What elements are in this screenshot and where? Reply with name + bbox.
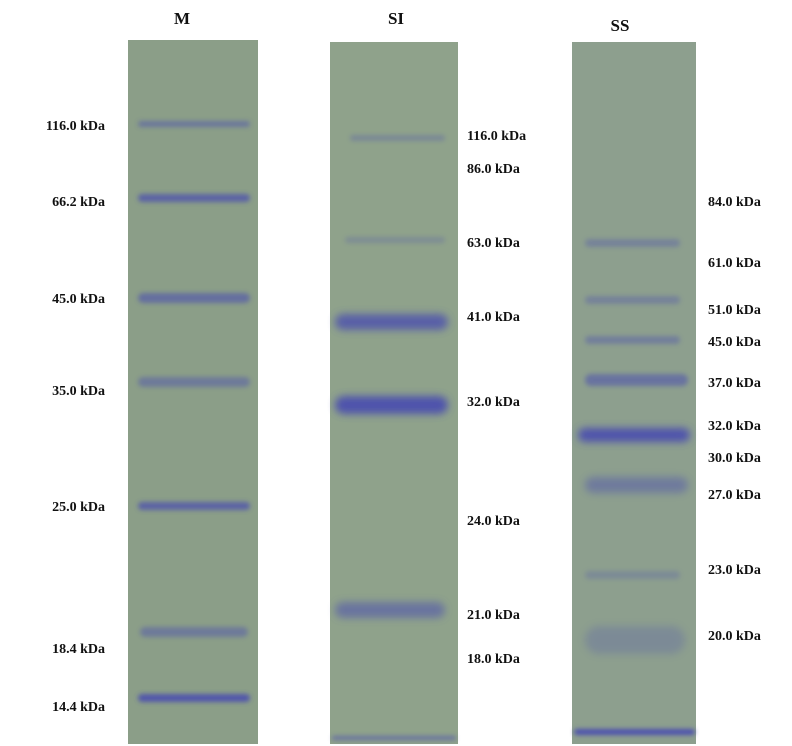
protein-band [138, 194, 250, 202]
protein-band [138, 121, 250, 127]
gel-figure: M 116.0 kDa 66.2 kDa 45.0 kDa 35.0 kDa 25.0 k… [0, 0, 792, 746]
band-label: 84.0 kDa [708, 195, 761, 210]
protein-band [350, 135, 445, 141]
band-label: 35.0 kDa [52, 384, 105, 399]
protein-band [140, 627, 248, 637]
band-label: 63.0 kDa [467, 236, 520, 251]
band-label: 41.0 kDa [467, 310, 520, 325]
protein-band [138, 502, 250, 510]
band-label: 18.4 kDa [52, 642, 105, 657]
band-label: 66.2 kDa [52, 195, 105, 210]
band-label: 45.0 kDa [52, 292, 105, 307]
band-label: 61.0 kDa [708, 256, 761, 271]
band-label: 24.0 kDa [467, 514, 520, 529]
protein-band [138, 293, 250, 303]
protein-band [585, 374, 688, 386]
band-label: 21.0 kDa [467, 608, 520, 623]
protein-band [585, 571, 680, 579]
band-label: 116.0 kDa [46, 119, 105, 134]
protein-band [138, 377, 250, 387]
band-label: 116.0 kDa [467, 129, 526, 144]
protein-band [585, 296, 680, 304]
band-label: 32.0 kDa [467, 395, 520, 410]
protein-band [585, 239, 680, 247]
band-label: 20.0 kDa [708, 629, 761, 644]
band-label: 45.0 kDa [708, 335, 761, 350]
band-label: 86.0 kDa [467, 162, 520, 177]
band-label: 23.0 kDa [708, 563, 761, 578]
band-label: 18.0 kDa [467, 652, 520, 667]
protein-band [574, 729, 695, 735]
band-label: 32.0 kDa [708, 419, 761, 434]
band-label: 37.0 kDa [708, 376, 761, 391]
protein-band [332, 736, 456, 740]
band-label: 25.0 kDa [52, 500, 105, 515]
protein-band [585, 336, 680, 344]
protein-band [335, 396, 448, 414]
protein-band [345, 237, 445, 243]
protein-band [578, 428, 690, 442]
lane-title: SS [611, 16, 630, 35]
protein-band [335, 314, 448, 330]
protein-band [138, 694, 250, 702]
lane-m [128, 40, 258, 744]
band-label: 51.0 kDa [708, 303, 761, 318]
protein-band [585, 626, 685, 654]
protein-band [335, 602, 445, 618]
lane-title: SI [388, 9, 404, 28]
band-label: 14.4 kDa [52, 700, 105, 715]
band-label: 27.0 kDa [708, 488, 761, 503]
lane-title: M [174, 9, 190, 28]
protein-band [585, 477, 688, 493]
band-label: 30.0 kDa [708, 451, 761, 466]
lane-si [330, 42, 458, 744]
